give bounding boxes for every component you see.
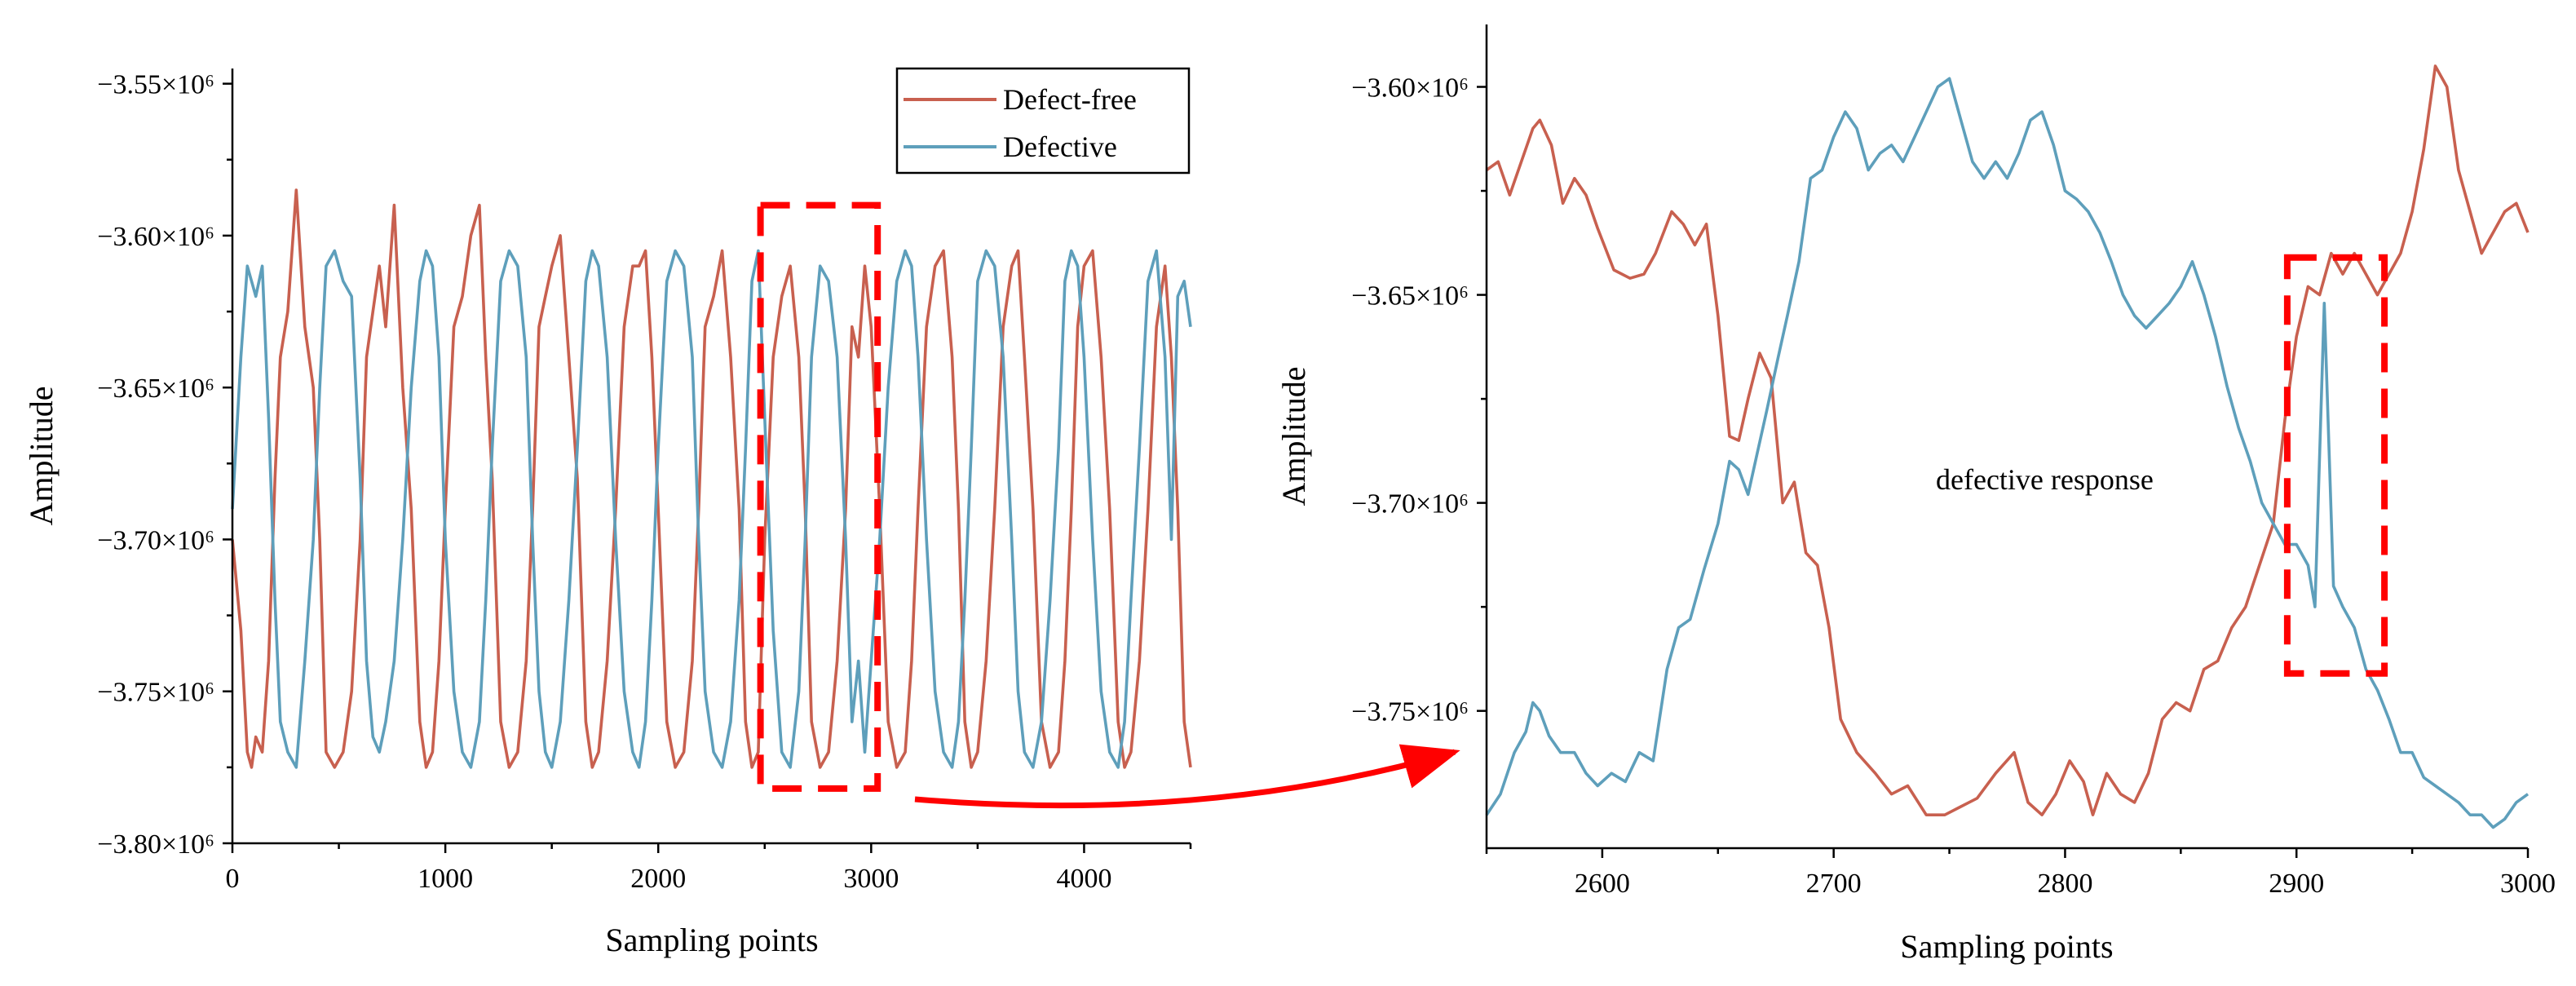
y-tick-label-overview: −3.60×10⁶ bbox=[97, 222, 214, 252]
x-tick-label-overview: 3000 bbox=[843, 864, 899, 894]
y-tick-label-overview: −3.70×10⁶ bbox=[97, 525, 214, 555]
x-axis-title-zoom: Sampling points bbox=[1900, 928, 2113, 965]
x-tick-label-zoom: 2900 bbox=[2269, 869, 2324, 899]
highlight-box-overview bbox=[757, 201, 881, 792]
y-axis-title: Amplitude bbox=[23, 386, 60, 525]
highlight-box-defect bbox=[2283, 254, 2388, 677]
x-tick-label-zoom: 3000 bbox=[2500, 869, 2556, 899]
x-tick-label-overview: 1000 bbox=[418, 864, 473, 894]
y-tick-label-overview: −3.75×10⁶ bbox=[97, 678, 214, 708]
y-tick-label-zoom: −3.65×10⁶ bbox=[1351, 281, 1469, 312]
y-tick-label-zoom: −3.75×10⁶ bbox=[1351, 697, 1469, 727]
y-tick-label-zoom: −3.70×10⁶ bbox=[1351, 489, 1469, 520]
y-tick-label-overview: −3.80×10⁶ bbox=[97, 829, 214, 860]
series-line-defective-zoom bbox=[1485, 77, 2530, 829]
series-line-defect-free-overview bbox=[231, 188, 1192, 769]
series-line-defect-free-zoom bbox=[1485, 64, 2530, 817]
legend: Defect-free Defective bbox=[895, 67, 1191, 175]
zoom-arrow bbox=[914, 744, 1460, 809]
x-tick-label-overview: 0 bbox=[226, 864, 240, 894]
y-tick-label-overview: −3.65×10⁶ bbox=[97, 374, 214, 404]
y-tick-label-overview: −3.55×10⁶ bbox=[97, 70, 214, 100]
x-tick-label-zoom: 2800 bbox=[2037, 869, 2092, 899]
legend-label-defect-free: Defect-free bbox=[1003, 83, 1137, 116]
y-axis-title-zoom: Amplitude bbox=[1275, 366, 1312, 506]
x-tick-label-overview: 4000 bbox=[1056, 864, 1111, 894]
legend-label-defective: Defective bbox=[1003, 130, 1117, 163]
y-tick-label-zoom: −3.60×10⁶ bbox=[1351, 73, 1469, 104]
defective-response-label: defective response bbox=[1936, 463, 2154, 496]
x-tick-label-zoom: 2600 bbox=[1575, 869, 1630, 899]
x-axis-title: Sampling points bbox=[605, 922, 818, 958]
zoomed-chart: −3.60×10⁶ −3.65×10⁶ −3.70×10⁶ −3.75×10⁶ 260… bbox=[1275, 24, 2556, 965]
legend-box bbox=[895, 67, 1191, 175]
series-line-defective-overview bbox=[231, 249, 1192, 769]
x-tick-label-overview: 2000 bbox=[630, 864, 686, 894]
overview-chart: −3.55×10⁶ −3.60×10⁶ −3.65×10⁶ −3.70×10⁶ −3.7… bbox=[23, 67, 1192, 958]
x-tick-label-zoom: 2700 bbox=[1806, 869, 1862, 899]
